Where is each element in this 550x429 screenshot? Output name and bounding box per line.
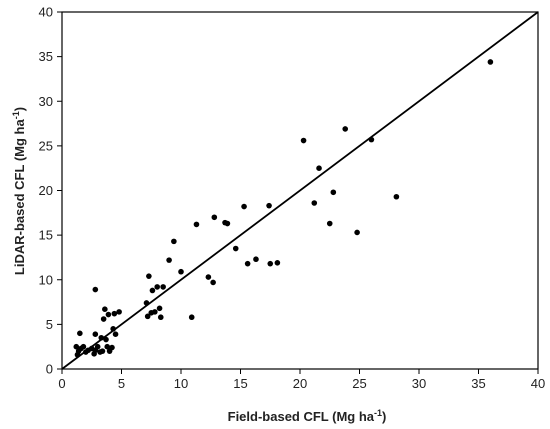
x-tick-label: 25 [352,376,366,391]
data-point [253,256,259,263]
x-tick-label: 20 [293,376,307,391]
data-point [368,136,375,143]
y-tick-label: 25 [39,138,53,153]
data-point [342,126,349,132]
x-tick-label: 15 [233,376,247,391]
data-point [232,245,239,252]
x-tick-label: 40 [531,376,545,391]
data-point [116,309,122,315]
data-point [144,313,151,320]
data-point [152,309,158,315]
data-point [178,268,184,275]
data-point [274,259,281,266]
data-point [205,274,212,280]
data-point [267,260,274,267]
x-tick-label: 30 [412,376,426,391]
x-tick-label: 10 [174,376,188,391]
data-point [80,343,87,350]
data-point [92,286,99,293]
x-tick-label: 35 [471,376,485,391]
data-point [77,330,83,337]
data-point [104,343,111,350]
data-point [105,311,112,318]
data-point [266,202,272,209]
data-point [300,137,307,144]
data-point [487,59,494,65]
y-tick-label: 40 [39,5,53,20]
data-point [111,310,118,317]
data-point [157,314,164,321]
data-point [103,336,109,343]
y-tick-label: 5 [46,317,53,332]
data-point [143,300,150,306]
data-point [149,287,156,294]
y-tick-label: 35 [39,49,53,64]
data-point [160,284,166,290]
data-point [110,326,116,332]
data-point [316,165,322,171]
plot-area: 0 5 10 15 20 25 30 35 40 0 5 10 15 20 25 30 35 40 [39,5,546,392]
data-point [154,284,160,290]
x-axis-title: Field-based CFL (Mg ha-1) [228,408,387,424]
data-point [109,344,115,351]
y-axis-title: LiDAR-based CFL (Mg ha-1) [11,107,27,275]
data-point [393,193,400,200]
x-tick-label: 5 [118,376,125,391]
data-point [354,229,360,236]
data-point [98,334,105,341]
data-point [244,260,251,267]
data-point [99,348,106,354]
y-tick-label: 0 [46,362,53,377]
data-point [224,220,231,227]
data-point [171,238,177,245]
data-point [326,220,333,227]
one-to-one-line [61,11,539,370]
data-point [188,314,195,321]
data-point [146,273,152,279]
data-point [100,316,107,322]
data-point [241,203,247,210]
y-tick-label: 15 [39,228,53,243]
y-tick-label: 10 [39,272,53,287]
data-point [311,200,318,206]
x-tick-label: 0 [58,376,65,391]
data-point [193,221,200,228]
data-point [330,189,337,196]
data-point [92,331,99,337]
data-point [210,279,216,286]
data-point [166,257,172,263]
y-tick-label: 20 [39,183,53,198]
data-point [156,305,163,312]
y-tick-label: 30 [39,94,53,109]
data-point [94,343,101,350]
data-point [112,331,119,337]
data-point [211,214,218,221]
data-point [102,306,108,313]
data-point [73,343,80,350]
